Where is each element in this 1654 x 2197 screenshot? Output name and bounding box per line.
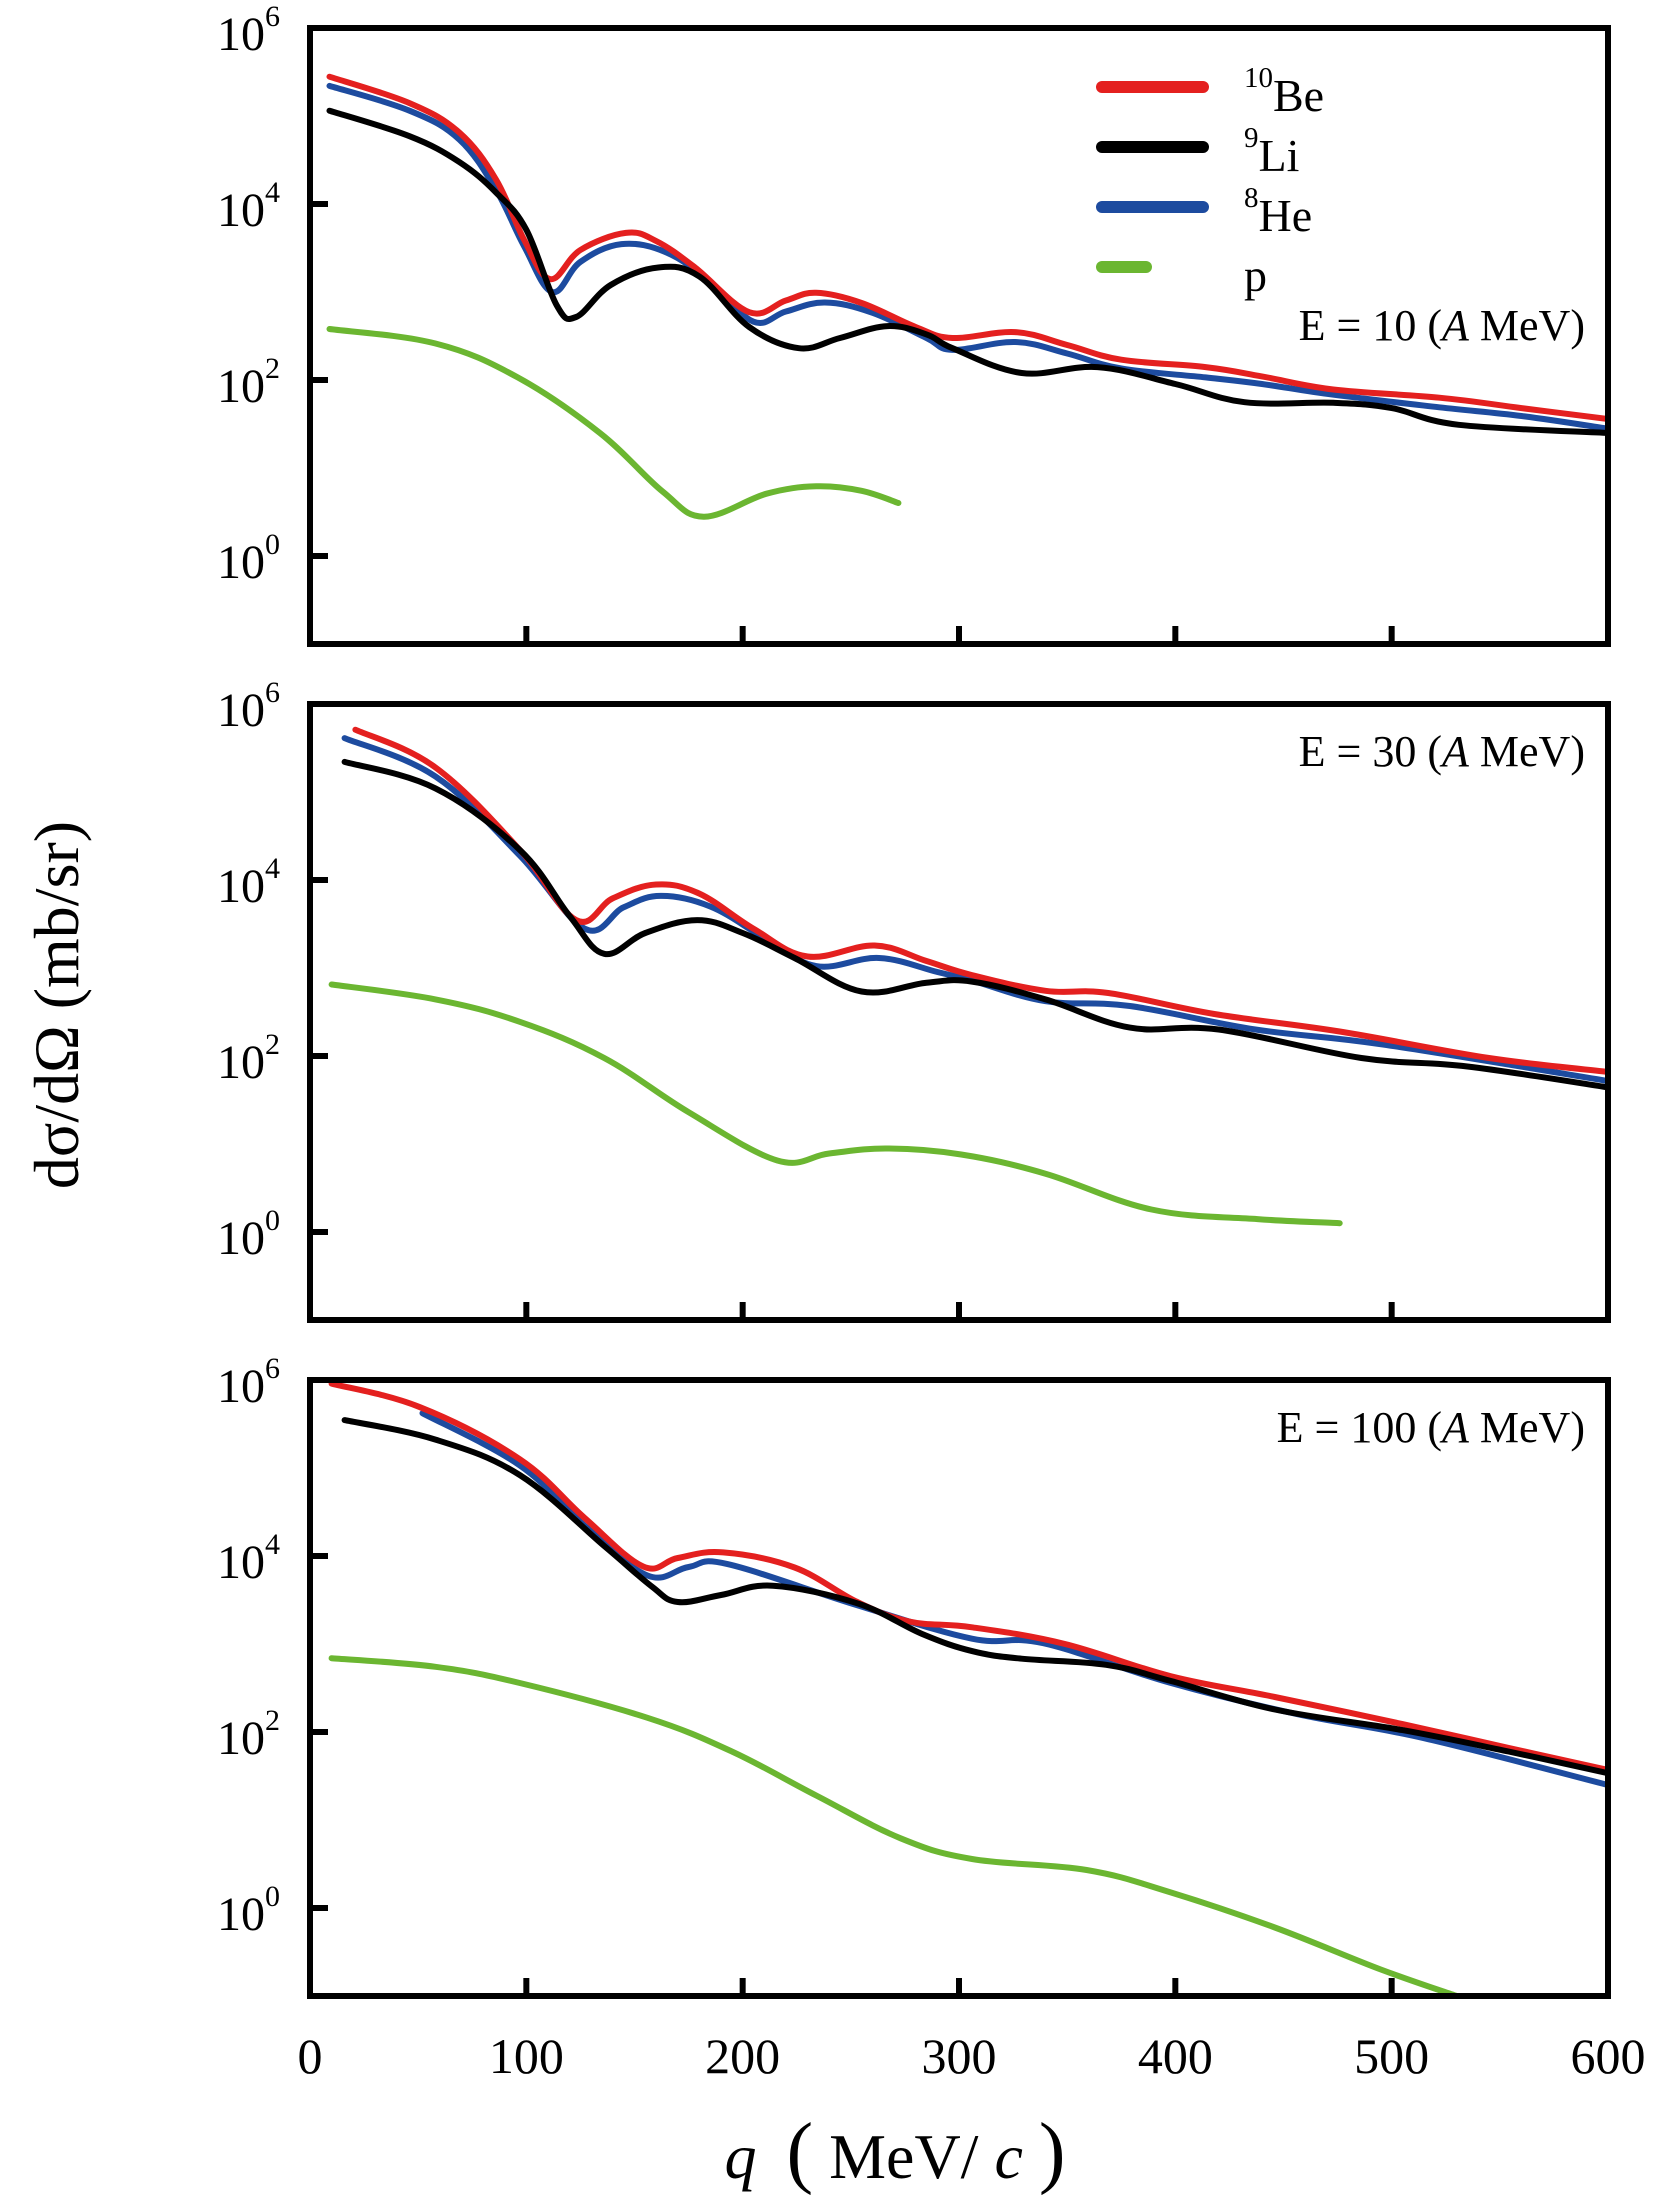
y-tick-base: 10 (217, 184, 265, 237)
x-tick-label: 600 (1571, 2028, 1646, 2084)
legend-mass-number: 10 (1244, 62, 1273, 94)
y-tick-base: 10 (217, 1536, 265, 1589)
curve-li9 (326, 107, 1608, 436)
y-tick-label: 104 (217, 1528, 280, 1589)
y-tick-exponent: 0 (265, 528, 280, 561)
y-tick-label: 102 (217, 352, 280, 413)
y-tick-base: 10 (217, 1712, 265, 1765)
curve-p (328, 1655, 1460, 1996)
x-tick-label: 200 (705, 2028, 780, 2084)
panel-frame (307, 701, 1611, 1323)
y-tick-base: 10 (217, 1360, 265, 1413)
y-tick-label: 100 (217, 1204, 280, 1265)
y-tick-label: 104 (217, 176, 280, 237)
legend-item-li9: 9Li (1096, 122, 1299, 181)
y-tick-label: 102 (217, 1028, 280, 1089)
legend-item-he8: 8He (1096, 182, 1312, 241)
curve-p (328, 981, 1343, 1227)
y-tick-exponent: 6 (265, 1352, 280, 1385)
x-axis-title-var: q (725, 2121, 757, 2192)
energy-annotation: E = 10 (A MeV) (1299, 301, 1585, 350)
legend-label: 8He (1244, 182, 1312, 241)
y-tick-base: 10 (217, 360, 265, 413)
y-tick-base: 10 (217, 1888, 265, 1941)
energy-annotation-suffix: MeV) (1469, 301, 1585, 350)
energy-annotation: E = 30 (A MeV) (1299, 727, 1585, 776)
legend-mass-number: 8 (1244, 182, 1259, 214)
y-tick-base: 10 (217, 1212, 265, 1265)
curves (326, 73, 1608, 520)
y-axis-title: dσ/dΩ (mb/sr) (21, 821, 92, 1189)
legend-symbol: Be (1273, 70, 1324, 121)
legend-label: p (1244, 250, 1267, 301)
legend-item-be10: 10Be (1096, 62, 1324, 121)
x-tick-label: 100 (489, 2028, 564, 2084)
y-tick-exponent: 6 (265, 0, 280, 33)
curve-be10 (326, 73, 1608, 422)
energy-annotation-suffix: MeV) (1469, 727, 1585, 776)
y-tick-label: 106 (217, 0, 280, 61)
y-tick-exponent: 2 (265, 352, 280, 385)
curve-li9 (341, 758, 1608, 1091)
y-tick-label: 100 (217, 528, 280, 589)
curve-be10 (352, 726, 1608, 1075)
y-tick-label: 102 (217, 1704, 280, 1765)
x-axis-title-unit-var: c (994, 2121, 1022, 2192)
curve-p (326, 326, 902, 520)
curves (328, 1380, 1608, 1996)
legend-label: 9Li (1244, 122, 1299, 181)
legend-mass-number: 9 (1244, 122, 1259, 154)
y-tick-exponent: 4 (265, 852, 280, 885)
energy-annotation-italic: A (1439, 727, 1470, 776)
energy-annotation-prefix: E = 30 ( (1299, 727, 1442, 776)
legend-symbol: Li (1259, 130, 1300, 181)
y-tick-exponent: 4 (265, 1528, 280, 1561)
energy-annotation-prefix: E = 100 ( (1277, 1403, 1442, 1452)
y-tick-exponent: 2 (265, 1028, 280, 1061)
y-tick-base: 10 (217, 1036, 265, 1089)
legend-symbol: p (1244, 250, 1267, 301)
y-tick-base: 10 (217, 860, 265, 913)
y-tick-exponent: 6 (265, 676, 280, 709)
x-axis-title-close-paren: ) (1039, 2108, 1066, 2196)
energy-annotation-prefix: E = 10 ( (1299, 301, 1442, 350)
energy-annotation-italic: A (1439, 301, 1470, 350)
y-tick-base: 10 (217, 8, 265, 61)
x-axis-title-unit: MeV/ (829, 2121, 979, 2192)
y-tick-exponent: 0 (265, 1880, 280, 1913)
y-tick-label: 106 (217, 676, 280, 737)
energy-annotation-suffix: MeV) (1469, 1403, 1585, 1452)
x-tick-label: 0 (298, 2028, 323, 2084)
y-tick-label: 104 (217, 852, 280, 913)
y-tick-base: 10 (217, 536, 265, 589)
y-tick-exponent: 4 (265, 176, 280, 209)
curves (328, 726, 1608, 1227)
curve-li9 (341, 1417, 1608, 1777)
x-tick-label: 400 (1138, 2028, 1213, 2084)
y-tick-base: 10 (217, 684, 265, 737)
x-tick-labels: 0 100 200 300 400 500 600 (298, 2028, 1646, 2084)
legend-item-p: p (1096, 250, 1267, 301)
panel-frame (307, 1377, 1611, 1999)
x-tick-label: 500 (1354, 2028, 1429, 2084)
x-tick-label: 300 (922, 2028, 997, 2084)
legend-label: 10Be (1244, 62, 1324, 121)
energy-annotation-italic: A (1439, 1403, 1470, 1452)
y-tick-exponent: 2 (265, 1704, 280, 1737)
y-tick-label: 100 (217, 1880, 280, 1941)
x-axis-title-open-paren: ( (787, 2108, 814, 2196)
y-tick-exponent: 0 (265, 1204, 280, 1237)
energy-annotation: E = 100 (A MeV) (1277, 1403, 1585, 1452)
x-axis-title: q ( MeV/ c ) (725, 2108, 1066, 2196)
y-tick-label: 106 (217, 1352, 280, 1413)
legend-symbol: He (1259, 190, 1313, 241)
